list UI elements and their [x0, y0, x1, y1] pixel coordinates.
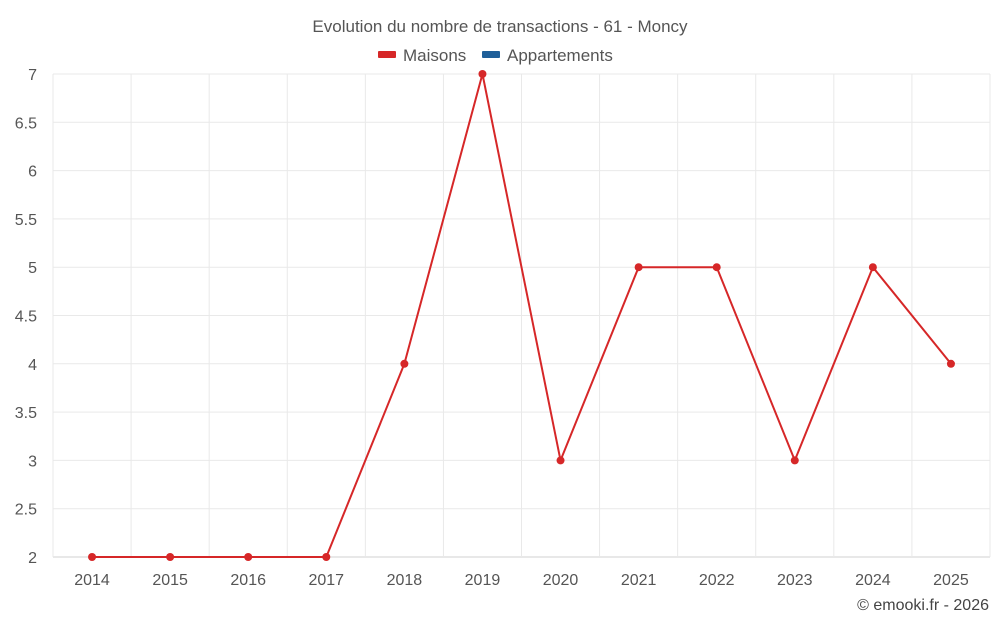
data-point[interactable]: [400, 359, 409, 368]
y-tick-label: 6.5: [15, 115, 37, 132]
x-tick-label: 2022: [699, 572, 735, 589]
x-tick-label: 2019: [465, 572, 501, 589]
x-tick-label: 2017: [308, 572, 344, 589]
x-tick-label: 2023: [777, 572, 813, 589]
x-tick-label: 2025: [933, 572, 969, 589]
series-maisons: [88, 70, 955, 561]
x-axis: 2014 2015 2016 2017 2018 2019 2020 2021 2022 2023…: [74, 572, 969, 589]
data-point[interactable]: [634, 263, 643, 272]
y-tick-label: 4: [28, 357, 37, 374]
legend-swatch-appartements: [482, 51, 500, 58]
y-tick-label: 7: [28, 67, 37, 84]
data-point[interactable]: [712, 263, 721, 272]
data-point[interactable]: [322, 553, 331, 561]
legend: Maisons Appartements: [378, 46, 613, 65]
x-tick-label: 2021: [621, 572, 657, 589]
x-tick-label: 2018: [387, 572, 423, 589]
x-tick-label: 2014: [74, 572, 110, 589]
data-point[interactable]: [946, 359, 955, 368]
chart-title: Evolution du nombre de transactions - 61…: [312, 17, 688, 36]
legend-item-appartements[interactable]: Appartements: [482, 46, 613, 65]
data-point[interactable]: [478, 70, 487, 78]
legend-swatch-maisons: [378, 51, 396, 58]
y-tick-label: 3: [28, 453, 37, 470]
y-tick-label: 4.5: [15, 309, 37, 326]
y-tick-label: 2.5: [15, 502, 37, 519]
series-line-maisons: [92, 73, 952, 558]
legend-label-appartements: Appartements: [507, 46, 613, 65]
data-point[interactable]: [868, 263, 877, 272]
legend-item-maisons[interactable]: Maisons: [378, 46, 466, 65]
data-point[interactable]: [88, 553, 97, 561]
data-point[interactable]: [556, 456, 565, 465]
y-tick-label: 2: [28, 550, 37, 567]
x-tick-label: 2015: [152, 572, 188, 589]
y-tick-label: 6: [28, 164, 37, 181]
y-tick-label: 3.5: [15, 405, 37, 422]
data-point[interactable]: [244, 553, 253, 561]
x-tick-label: 2020: [543, 572, 579, 589]
x-tick-label: 2024: [855, 572, 891, 589]
data-point[interactable]: [790, 456, 799, 465]
data-point[interactable]: [166, 553, 175, 561]
y-tick-label: 5: [28, 260, 37, 277]
y-axis: 2 2.5 3 3.5 4 4.5 5 5.5 6 6.5 7: [15, 67, 37, 567]
grid: [52, 73, 991, 558]
legend-label-maisons: Maisons: [403, 46, 466, 65]
y-tick-label: 5.5: [15, 212, 37, 229]
credit-text: © emooki.fr - 2026: [857, 597, 989, 614]
x-tick-label: 2016: [230, 572, 266, 589]
